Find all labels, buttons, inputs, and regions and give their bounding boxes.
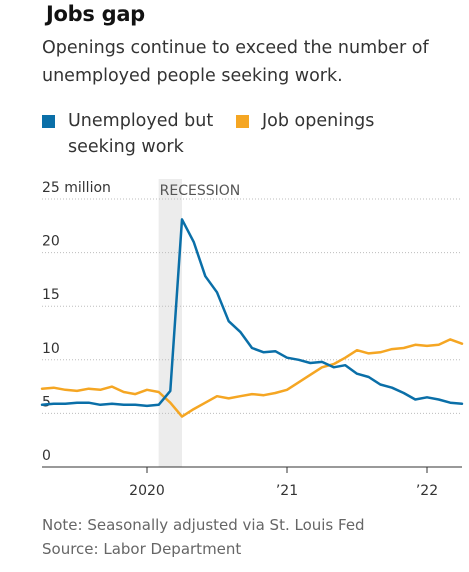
y-tick-label: 0: [42, 448, 51, 464]
y-tick-label: 10: [42, 341, 60, 357]
chart-source: Source: Labor Department: [42, 540, 242, 558]
legend-label-unemployed: Unemployed but seeking work: [68, 111, 214, 157]
x-tick-label: ’21: [276, 483, 298, 499]
chart-note: Note: Seasonally adjusted via St. Louis …: [42, 516, 365, 534]
legend-swatch-unemployed: [42, 115, 55, 128]
legend-label-openings: Job openings: [262, 111, 375, 131]
y-tick-label: 20: [42, 234, 60, 250]
recession-band: [158, 179, 182, 467]
recession-label: RECESSION: [160, 183, 241, 199]
x-tick-label: ’22: [416, 483, 438, 499]
chart-subtitle: Openings continue to exceed the number o…: [42, 38, 429, 86]
x-tick-label: 2020: [129, 483, 165, 499]
y-tick-label: 5: [42, 394, 51, 410]
y-tick-label: 25 million: [42, 180, 111, 196]
chart-title: Jobs gap: [46, 2, 145, 26]
series-line-job-openings: [40, 338, 464, 418]
legend-swatch-openings: [236, 115, 249, 128]
y-tick-label: 15: [42, 287, 60, 303]
series-line-unemployed: [40, 218, 464, 408]
